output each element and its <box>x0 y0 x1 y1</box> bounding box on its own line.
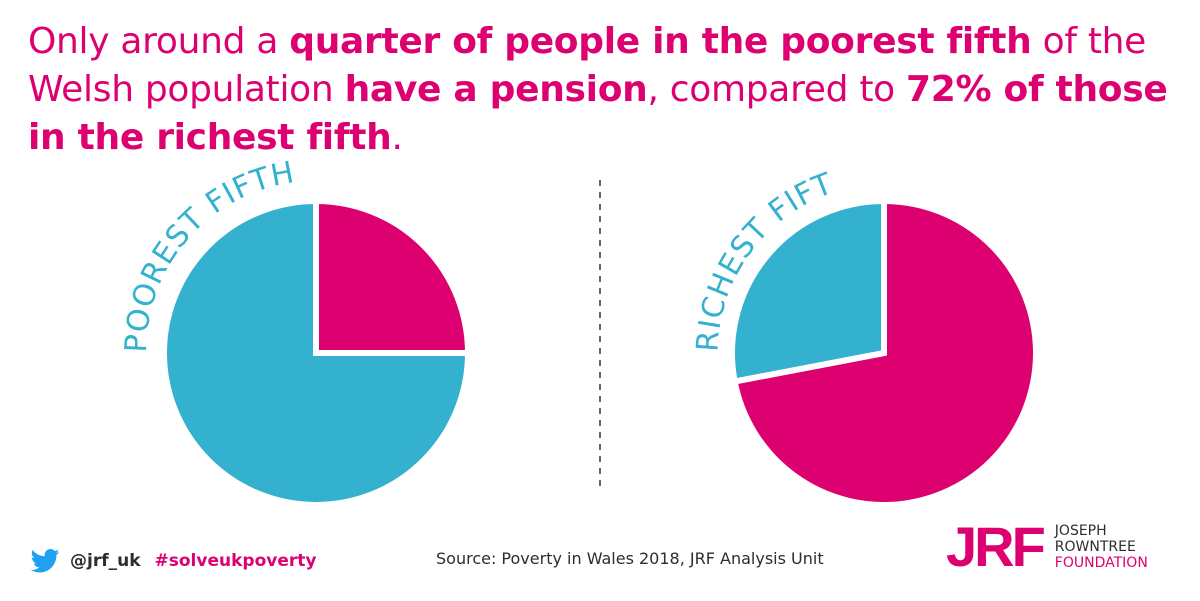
headline-part: . <box>391 117 403 158</box>
headline-part: Only around a <box>28 21 290 62</box>
pie-slice-pension <box>313 197 472 356</box>
pie-richest-fifth <box>729 197 1039 508</box>
headline-part: , compared to <box>647 69 907 110</box>
source-note: Source: Poverty in Wales 2018, JRF Analy… <box>436 549 824 568</box>
pie-slice-no-pension <box>161 197 472 508</box>
twitter-handle[interactable]: @jrf_uk <box>70 551 141 571</box>
jrf-logo: JRF JOSEPH ROWNTREE FOUNDATION <box>946 519 1148 575</box>
headline: Only around a quarter of people in the p… <box>28 18 1178 162</box>
twitter-bird-icon <box>30 549 60 573</box>
headline-part: have a pension <box>344 69 648 110</box>
logo-line-rowntree: ROWNTREE <box>1054 539 1136 555</box>
logo-line-joseph: JOSEPH <box>1054 523 1107 539</box>
headline-part: quarter of people in the poorest fifth <box>289 21 1032 62</box>
headline-part: of the Welsh population <box>28 21 1147 110</box>
social-block: @jrf_uk #solveukpoverty <box>30 549 316 573</box>
headline-part: 72% of those in the richest fifth <box>28 69 1168 158</box>
hashtag[interactable]: #solveukpoverty <box>154 551 317 571</box>
pie-poorest-fifth <box>161 197 472 508</box>
logo-line-foundation: FOUNDATION <box>1054 555 1148 571</box>
logo-mark: JRF <box>946 515 1046 578</box>
pie-slice-no-pension <box>729 197 887 385</box>
logo-wordmark: JOSEPH ROWNTREE FOUNDATION <box>1055 523 1148 571</box>
